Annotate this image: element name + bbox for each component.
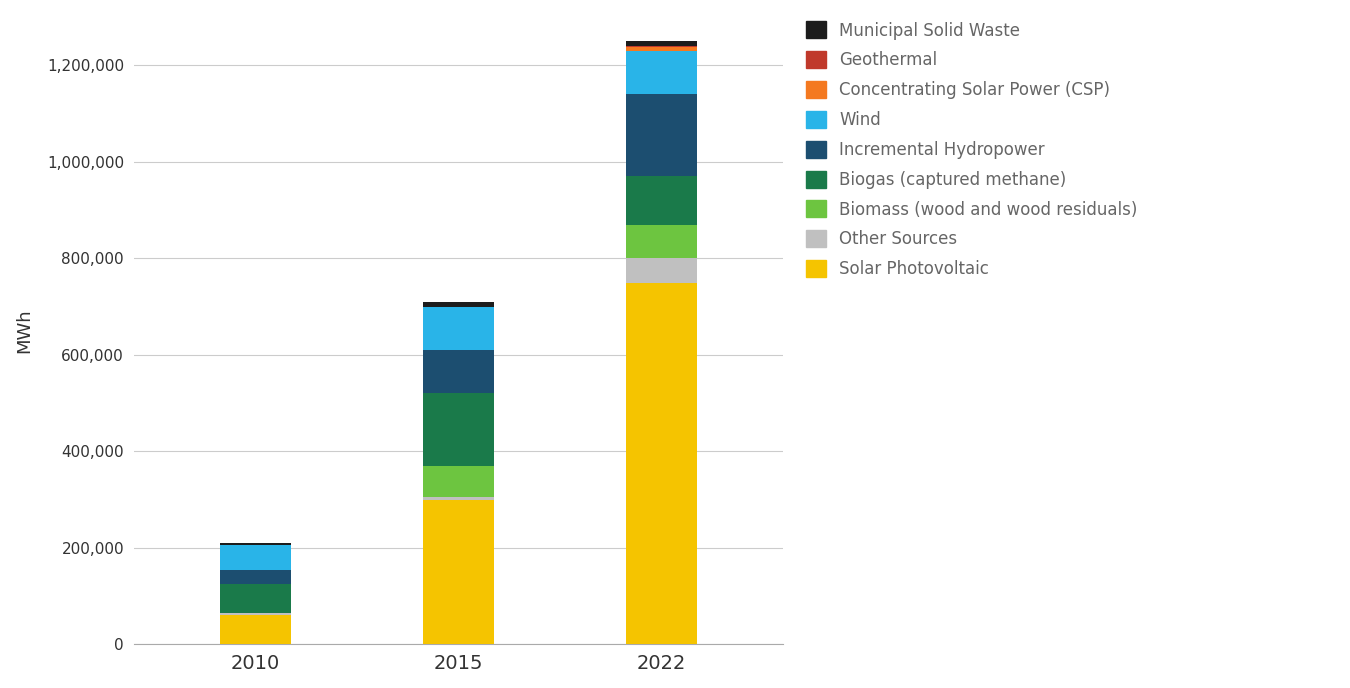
Bar bbox=[423, 302, 494, 307]
Bar bbox=[626, 283, 697, 644]
Bar bbox=[423, 307, 494, 350]
Bar bbox=[626, 225, 697, 259]
Bar bbox=[626, 51, 697, 94]
Bar bbox=[220, 613, 292, 615]
Bar bbox=[423, 350, 494, 394]
Bar bbox=[423, 497, 494, 499]
Legend: Municipal Solid Waste, Geothermal, Concentrating Solar Power (CSP), Wind, Increm: Municipal Solid Waste, Geothermal, Conce… bbox=[798, 13, 1146, 287]
Bar bbox=[626, 259, 697, 283]
Bar bbox=[220, 570, 292, 584]
Bar bbox=[220, 543, 292, 546]
Bar bbox=[220, 546, 292, 570]
Bar bbox=[220, 584, 292, 613]
Bar bbox=[626, 41, 697, 45]
Bar bbox=[220, 615, 292, 644]
Bar bbox=[423, 394, 494, 466]
Bar bbox=[626, 176, 697, 225]
Bar bbox=[626, 94, 697, 176]
Bar bbox=[626, 47, 697, 51]
Y-axis label: MWh: MWh bbox=[15, 308, 32, 353]
Bar bbox=[626, 45, 697, 47]
Bar bbox=[423, 466, 494, 497]
Bar bbox=[423, 499, 494, 644]
